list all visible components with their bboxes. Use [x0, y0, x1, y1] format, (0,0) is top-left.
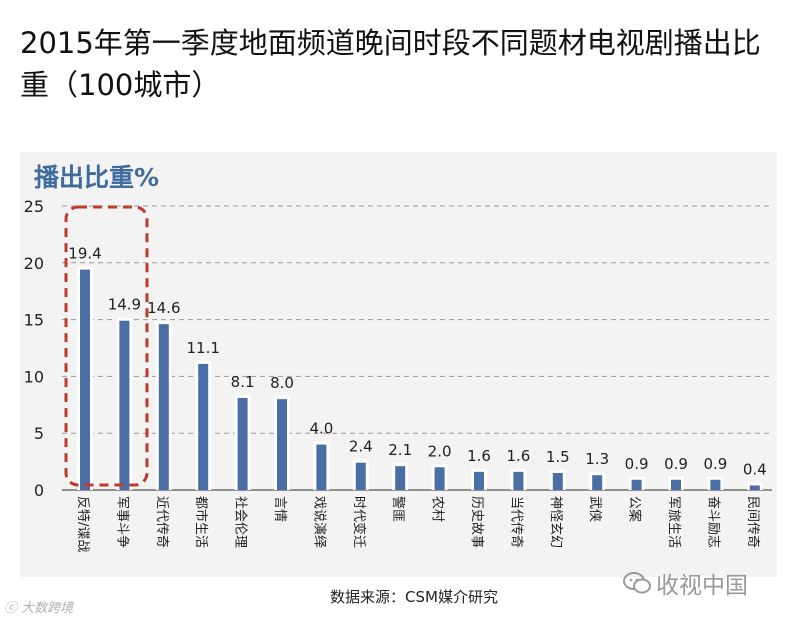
x-tick-label: 神怪玄幻	[548, 496, 563, 548]
x-tick-label: 时代变迁	[351, 496, 367, 548]
data-label: 8.0	[270, 374, 294, 392]
data-label: 1.6	[506, 447, 530, 465]
x-tick-label: 历史故事	[469, 496, 484, 548]
data-label: 1.6	[467, 447, 491, 465]
bar	[592, 475, 603, 490]
bar	[513, 471, 524, 490]
data-label: 2.1	[388, 441, 412, 459]
bars	[77, 266, 763, 490]
y-tick-label: 5	[34, 424, 44, 443]
data-label: 1.3	[585, 450, 609, 468]
x-axis-ticks: 反特/谍战 军事斗争 近代传奇 都市生活 社会伦理 言情 戏说演绎 时代变迁 警匪 农村 历史故事 当…	[75, 496, 761, 552]
data-label: 11.1	[186, 339, 219, 357]
x-tick-label: 警匪	[390, 496, 406, 522]
y-tick-label: 15	[24, 311, 44, 330]
y-axis-ticks: 0 5 10 15 20 25	[24, 197, 44, 500]
x-tick-label: 反特/谍战	[75, 496, 90, 552]
logo: ⓒ 大数跨境	[4, 601, 74, 616]
y-tick-label: 10	[24, 367, 44, 386]
bar	[158, 324, 169, 490]
chat-bubble-icon	[623, 572, 651, 594]
x-tick-label: 戏说演绎	[311, 496, 327, 548]
x-tick-label: 军事斗争	[114, 496, 129, 548]
x-tick-label: 农村	[430, 496, 445, 522]
x-tick-label: 公案	[627, 496, 642, 522]
data-label: 2.4	[349, 438, 373, 456]
x-tick-label: 近代传奇	[154, 496, 170, 548]
grid-lines	[62, 205, 772, 491]
bar	[395, 466, 406, 490]
bar	[552, 472, 563, 490]
data-label: 0.9	[664, 455, 688, 473]
bar	[277, 399, 287, 490]
bar	[631, 479, 642, 490]
y-tick-label: 0	[34, 481, 44, 500]
bar	[749, 485, 760, 490]
data-source: 数据来源：CSM媒介研究	[330, 588, 498, 606]
value-labels: 19.4 14.9 14.6 11.1 8.1 8.0 4.0 2.4 2.1 2.0 1.6 1.6…	[68, 245, 766, 479]
x-tick-label: 武侠	[587, 496, 602, 522]
bar	[198, 363, 209, 490]
bar	[80, 269, 90, 490]
x-tick-label: 当代传奇	[508, 496, 524, 548]
y-axis-label: 播出比重%	[34, 163, 160, 192]
highlight-rect	[64, 205, 149, 487]
data-label: 19.4	[68, 245, 101, 263]
x-tick-label: 奋斗励志	[705, 496, 720, 548]
bar	[671, 479, 681, 490]
x-tick-label: 言情	[272, 496, 287, 522]
data-label: 2.0	[428, 442, 452, 460]
y-tick-label: 20	[24, 254, 44, 273]
bar	[474, 471, 484, 490]
highlight-box	[64, 205, 149, 487]
data-label: 0.9	[703, 455, 727, 473]
x-tick-label: 社会伦理	[233, 496, 249, 548]
data-label: 14.6	[147, 299, 180, 317]
data-label: 0.9	[625, 455, 649, 473]
bar	[119, 320, 130, 490]
watermark-text: 收视中国	[656, 573, 748, 599]
y-tick-label: 25	[24, 197, 44, 216]
x-tick-label: 民间传奇	[745, 496, 761, 548]
bar	[355, 462, 366, 490]
x-tick-label: 军旅生活	[666, 496, 681, 548]
bar	[316, 444, 327, 490]
data-label: 8.1	[231, 373, 255, 391]
data-label: 14.9	[108, 296, 141, 314]
bar	[237, 397, 248, 490]
data-label: 1.5	[546, 448, 570, 466]
x-tick-label: 都市生活	[193, 496, 209, 548]
page-title: 2015年第一季度地面频道晚间时段不同题材电视剧播出比重（100城市）	[20, 26, 761, 102]
bar	[434, 467, 445, 490]
bar	[710, 479, 721, 490]
data-label: 0.4	[743, 460, 767, 478]
data-label: 4.0	[309, 420, 333, 438]
watermark: 收视中国	[622, 566, 748, 600]
